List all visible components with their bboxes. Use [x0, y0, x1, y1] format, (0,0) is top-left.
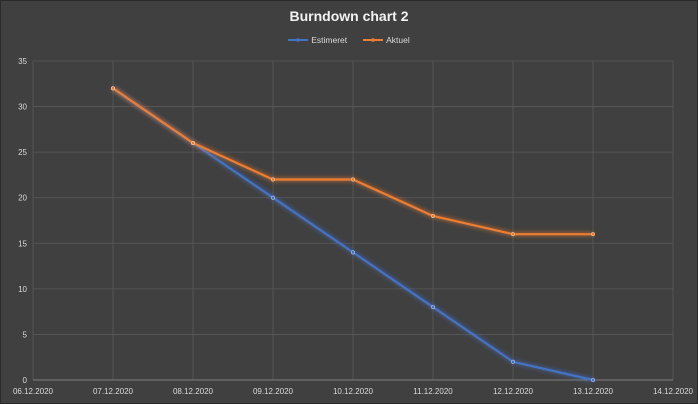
x-tick-label-3: 09.12.2020 — [253, 387, 294, 396]
y-tick-label-15: 15 — [18, 239, 27, 248]
data-point-aktuel-0 — [110, 86, 115, 91]
y-tick-label-5: 5 — [23, 330, 28, 339]
x-tick-label-2: 08.12.2020 — [173, 387, 214, 396]
legend-item-estimeret: Estimeret — [288, 35, 347, 45]
data-point-aktuel-4 — [431, 213, 436, 218]
data-point-aktuel-6 — [591, 232, 596, 237]
data-point-estimeret-4 — [431, 305, 436, 310]
legend-label-aktuel: Aktuel — [386, 35, 410, 45]
data-point-estimeret-6 — [591, 378, 596, 383]
legend-item-aktuel: Aktuel — [363, 35, 410, 45]
x-tick-label-5: 11.12.2020 — [413, 387, 453, 396]
legend: Estimeret Aktuel — [0, 35, 698, 45]
chart-title: Burndown chart 2 — [289, 8, 409, 24]
y-tick-label-20: 20 — [18, 194, 27, 203]
data-point-estimeret-5 — [511, 359, 516, 364]
y-tick-label-35: 35 — [18, 57, 27, 66]
data-point-aktuel-1 — [190, 141, 195, 146]
y-tick-label-0: 0 — [23, 376, 28, 385]
x-tick-label-4: 10.12.2020 — [333, 387, 374, 396]
data-point-aktuel-2 — [271, 177, 276, 182]
legend-label-estimeret: Estimeret — [311, 35, 348, 45]
y-tick-label-10: 10 — [18, 285, 27, 294]
y-tick-label-30: 30 — [18, 103, 27, 112]
x-tick-label-1: 07.12.2020 — [93, 387, 134, 396]
data-point-estimeret-2 — [271, 195, 276, 200]
data-point-aktuel-5 — [511, 232, 516, 237]
data-point-estimeret-3 — [351, 250, 356, 255]
data-point-aktuel-3 — [351, 177, 356, 182]
x-tick-label-0: 06.12.2020 — [13, 387, 54, 396]
y-tick-label-25: 25 — [18, 148, 27, 157]
x-tick-label-7: 13.12.2020 — [573, 387, 614, 396]
x-tick-label-6: 12.12.2020 — [493, 387, 534, 396]
legend-swatch-estimeret — [288, 38, 309, 42]
legend-swatch-aktuel — [363, 38, 384, 42]
x-tick-label-8: 14.12.2020 — [653, 387, 694, 396]
